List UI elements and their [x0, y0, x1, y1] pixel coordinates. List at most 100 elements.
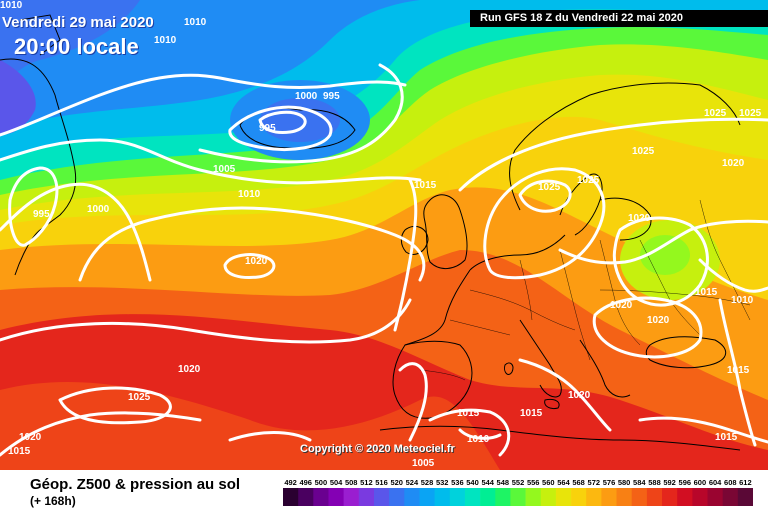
scale-tick-label: 532: [436, 478, 449, 487]
isobar-label: 1010: [467, 434, 490, 445]
scale-swatch: [707, 488, 723, 506]
scale-swatch: [328, 488, 344, 506]
isobar-label: 1015: [414, 180, 437, 191]
scale-tick-label: 588: [648, 478, 661, 487]
scale-tick-label: 504: [330, 478, 343, 487]
isobar-label: 995: [259, 123, 276, 134]
scale-swatch: [662, 488, 678, 506]
isobar-label: 1010: [184, 17, 207, 28]
isobar-label: 1015: [695, 287, 718, 298]
isobar-label: 1020: [178, 364, 201, 375]
scale-tick-label: 568: [572, 478, 585, 487]
isobar-label: 1025: [577, 175, 600, 186]
isobar-label: 1005: [412, 458, 435, 469]
isobar-label: 1020: [628, 213, 651, 224]
scale-swatch: [464, 488, 481, 506]
isobar-label: 1000: [87, 204, 110, 215]
scale-swatch: [480, 488, 496, 506]
isobar-label: 1020: [722, 158, 745, 169]
isobar-label: 1025: [128, 392, 151, 403]
isobar-label: 1010: [238, 189, 261, 200]
scale-swatch: [555, 488, 572, 506]
isobar-label: 1015: [8, 446, 31, 457]
scale-tick-label: 548: [497, 478, 510, 487]
scale-tick-label: 544: [481, 478, 494, 487]
scale-tick-label: 600: [694, 478, 707, 487]
isobar-label: 1010: [731, 295, 754, 306]
scale-swatch: [737, 488, 753, 506]
isobar-label: 1025: [632, 146, 655, 157]
isobar-labels: 1010 1010 1010 1000 995 995 1005 1010 99…: [0, 0, 762, 469]
scale-tick-label: 552: [512, 478, 525, 487]
scale-tick-label: 520: [390, 478, 403, 487]
scale-tick-label: 496: [299, 478, 312, 487]
scale-swatch: [449, 488, 466, 506]
scale-swatch: [404, 488, 420, 506]
isobar-label: 995: [323, 91, 340, 102]
scale-tick-label: 516: [375, 478, 388, 487]
scale-swatch: [677, 488, 693, 506]
scale-swatch: [571, 488, 587, 506]
scale-swatch: [540, 488, 557, 506]
scale-tick-label: 512: [360, 478, 373, 487]
isobar-label: 1025: [704, 108, 727, 119]
model-run-info: Run GFS 18 Z du Vendredi 22 mai 2020: [470, 10, 768, 27]
scale-swatch: [358, 488, 375, 506]
isobar-label: 1020: [19, 432, 42, 443]
scale-swatch: [631, 488, 648, 506]
isobar-label: 1015: [715, 432, 738, 443]
scale-swatch: [692, 488, 708, 506]
isobar-label: 1000: [295, 91, 318, 102]
scale-swatch: [298, 488, 314, 506]
isobar-label: 1015: [520, 408, 543, 419]
scale-swatch: [419, 488, 435, 506]
z500-low-west: [0, 0, 140, 90]
scale-swatch: [525, 488, 542, 506]
scale-swatch: [510, 488, 526, 506]
scale-swatch: [434, 488, 451, 506]
scale-swatch: [283, 488, 299, 506]
isobar-label: 1020: [245, 256, 268, 267]
isobar-label: 1020: [647, 315, 670, 326]
isobar-label: 1010: [154, 35, 177, 46]
isobar-label: 1025: [538, 182, 561, 193]
geopotential-map: 1010 1010 1010 1000 995 995 1005 1010 99…: [0, 0, 768, 470]
scale-tick-label: 536: [451, 478, 464, 487]
isobars: [0, 63, 768, 457]
scale-tick-label: 608: [724, 478, 737, 487]
isobar-label: 1020: [568, 390, 591, 401]
scale-tick-label: 580: [618, 478, 631, 487]
scale-tick-label: 556: [527, 478, 540, 487]
scale-swatch: [601, 488, 617, 506]
scale-tick-label: 500: [315, 478, 328, 487]
scale-tick-label: 528: [421, 478, 434, 487]
scale-tick-label: 560: [542, 478, 555, 487]
scale-swatch: [313, 488, 329, 506]
copyright-notice: Copyright © 2020 Meteociel.fr: [300, 443, 455, 455]
isobar-label: 1015: [727, 365, 750, 376]
legend-title: Géop. Z500 & pression au sol: [30, 476, 241, 493]
scale-tick-label: 524: [406, 478, 419, 487]
isobar-label: 1020: [610, 300, 633, 311]
scale-tick-label: 612: [739, 478, 752, 487]
forecast-time: 20:00 locale: [14, 34, 139, 59]
scale-tick-label: 508: [345, 478, 358, 487]
scale-swatch: [495, 488, 511, 506]
scale-swatch: [646, 488, 663, 506]
isobar-label: 1005: [213, 164, 236, 175]
scale-tick-label: 592: [663, 478, 676, 487]
forecast-date: Vendredi 29 mai 2020: [2, 14, 154, 31]
z500-warm-tongue: [0, 381, 500, 470]
scale-tick-label: 596: [679, 478, 692, 487]
scale-tick-label: 564: [557, 478, 570, 487]
scale-tick-label: 492: [284, 478, 297, 487]
scale-swatch: [389, 488, 405, 506]
scale-swatch: [722, 488, 739, 506]
scale-swatch: [374, 488, 390, 506]
z500-low-west-core: [0, 60, 36, 135]
scale-swatch: [586, 488, 602, 506]
isobar-label: 1025: [739, 108, 762, 119]
legend-subtitle: (+ 168h): [30, 494, 76, 508]
scale-tick-label: 572: [588, 478, 601, 487]
